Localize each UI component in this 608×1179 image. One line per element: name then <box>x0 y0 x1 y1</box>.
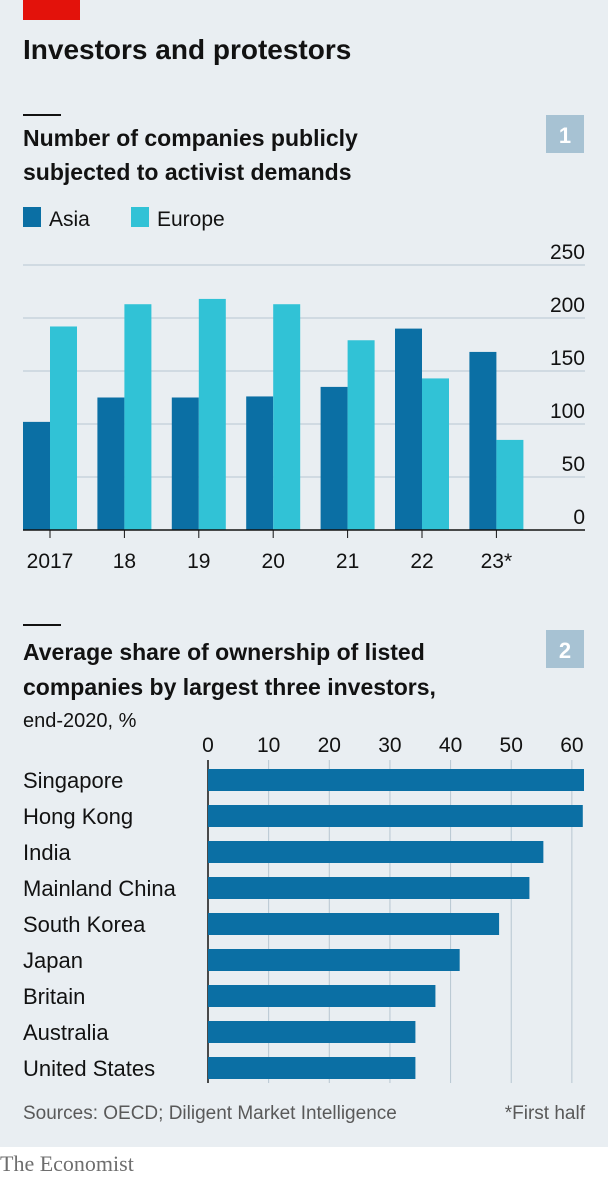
chart2-category-label: South Korea <box>23 912 146 937</box>
chart2-x-tick-label: 60 <box>560 734 583 757</box>
chart2-subtitle: end-2020, % <box>23 710 137 732</box>
chart1-title-line1: Number of companies publicly <box>23 125 358 151</box>
chart1-y-tick-label: 50 <box>562 453 585 476</box>
chart1-x-tick-label: 22 <box>410 550 433 573</box>
chart1-y-tick-label: 250 <box>550 241 585 264</box>
chart2-bar-japan <box>208 949 460 971</box>
chart1-y-tick-label: 0 <box>573 506 585 529</box>
chart2-x-tick-label: 50 <box>500 734 523 757</box>
footnote-first-half: *First half <box>505 1103 586 1124</box>
chart2-number: 2 <box>559 638 571 663</box>
chart1-bar-asia-2017 <box>23 421 50 530</box>
chart2-category-label: Hong Kong <box>23 804 133 829</box>
chart1-y-tick-label: 150 <box>550 347 585 370</box>
chart2-bar-united-states <box>208 1057 416 1079</box>
chart1-x-labels: 2017 18 19 20 21 22 23* <box>23 529 585 573</box>
chart1-bar-europe-23 <box>496 439 524 530</box>
chart1-title-line2: subjected to activist demands <box>23 159 351 185</box>
chart2-category-label: India <box>23 840 71 865</box>
chart1-x-tick-label: 23* <box>481 550 513 573</box>
chart2-x-tick-label: 10 <box>257 734 280 757</box>
page-title: Investors and protestors <box>23 34 351 65</box>
economist-logo: The Economist <box>0 1151 134 1176</box>
chart2-x-tick-label: 0 <box>202 734 214 757</box>
chart2-x-tick-label: 40 <box>439 734 462 757</box>
chart2-category-label: United States <box>23 1056 155 1081</box>
chart1-bar-asia-20 <box>246 396 274 530</box>
chart1-x-tick-label: 18 <box>113 550 136 573</box>
chart-card: Investors and protestors Number of compa… <box>0 0 608 1147</box>
chart1-bar-asia-21 <box>320 386 348 530</box>
legend-swatch-europe <box>131 207 149 227</box>
chart1-bar-asia-18 <box>97 397 125 530</box>
chart1-x-tick-label: 20 <box>262 550 285 573</box>
chart2-bars: Singapore Hong Kong India Mainland China Sou… <box>23 768 584 1081</box>
chart1-bar-europe-21 <box>347 340 375 530</box>
legend-swatch-asia <box>23 207 41 227</box>
footer: The Economist <box>0 1147 608 1179</box>
chart2-bar-singapore <box>208 769 584 791</box>
chart2-title-line1: Average share of ownership of listed <box>23 639 425 665</box>
chart1-bar-asia-22 <box>395 328 422 530</box>
chart2-bar-india <box>208 841 544 863</box>
accent-bar <box>23 0 80 20</box>
chart1-x-tick-label: 19 <box>187 550 210 573</box>
chart1-bar-europe-2017 <box>50 326 77 530</box>
chart1-y-tick-label: 100 <box>550 400 585 423</box>
chart1-y-tick-label: 200 <box>550 294 585 317</box>
chart1-number: 1 <box>559 123 571 148</box>
chart1-bar-europe-22 <box>422 378 449 530</box>
chart2-bar-south-korea <box>208 913 500 935</box>
chart2-bar-hong-kong <box>208 805 583 827</box>
chart2-x-tick-label: 30 <box>378 734 401 757</box>
chart2-category-label: Australia <box>23 1020 109 1045</box>
chart2-category-label: Mainland China <box>23 876 177 901</box>
chart2-title-line2: companies by largest three investors, <box>23 674 436 700</box>
chart2-number-badge <box>546 630 584 668</box>
sources-note: Sources: OECD; Diligent Market Intellige… <box>23 1103 397 1124</box>
chart2-category-label: Britain <box>23 984 85 1009</box>
chart1-bar-europe-20 <box>273 304 301 530</box>
chart1-bar-asia-23 <box>469 351 497 530</box>
legend-label-europe: Europe <box>157 208 225 231</box>
chart1-x-tick-label: 21 <box>336 550 359 573</box>
chart2-bar-mainland-china <box>208 877 530 899</box>
chart1-bar-asia-19 <box>171 397 199 530</box>
chart2-category-label: Singapore <box>23 768 123 793</box>
chart2-bar-australia <box>208 1021 416 1043</box>
chart1-bars <box>23 298 524 530</box>
chart2-x-tick-label: 20 <box>318 734 341 757</box>
chart1-x-tick-label: 2017 <box>27 550 74 573</box>
chart1-number-badge <box>546 115 584 153</box>
chart-canvas: Investors and protestors Number of compa… <box>23 0 586 1124</box>
chart1-bar-europe-19 <box>198 298 226 530</box>
chart2-category-label: Japan <box>23 948 83 973</box>
legend-label-asia: Asia <box>49 208 90 231</box>
chart2-bar-britain <box>208 985 436 1007</box>
chart1-bar-europe-18 <box>124 304 152 530</box>
